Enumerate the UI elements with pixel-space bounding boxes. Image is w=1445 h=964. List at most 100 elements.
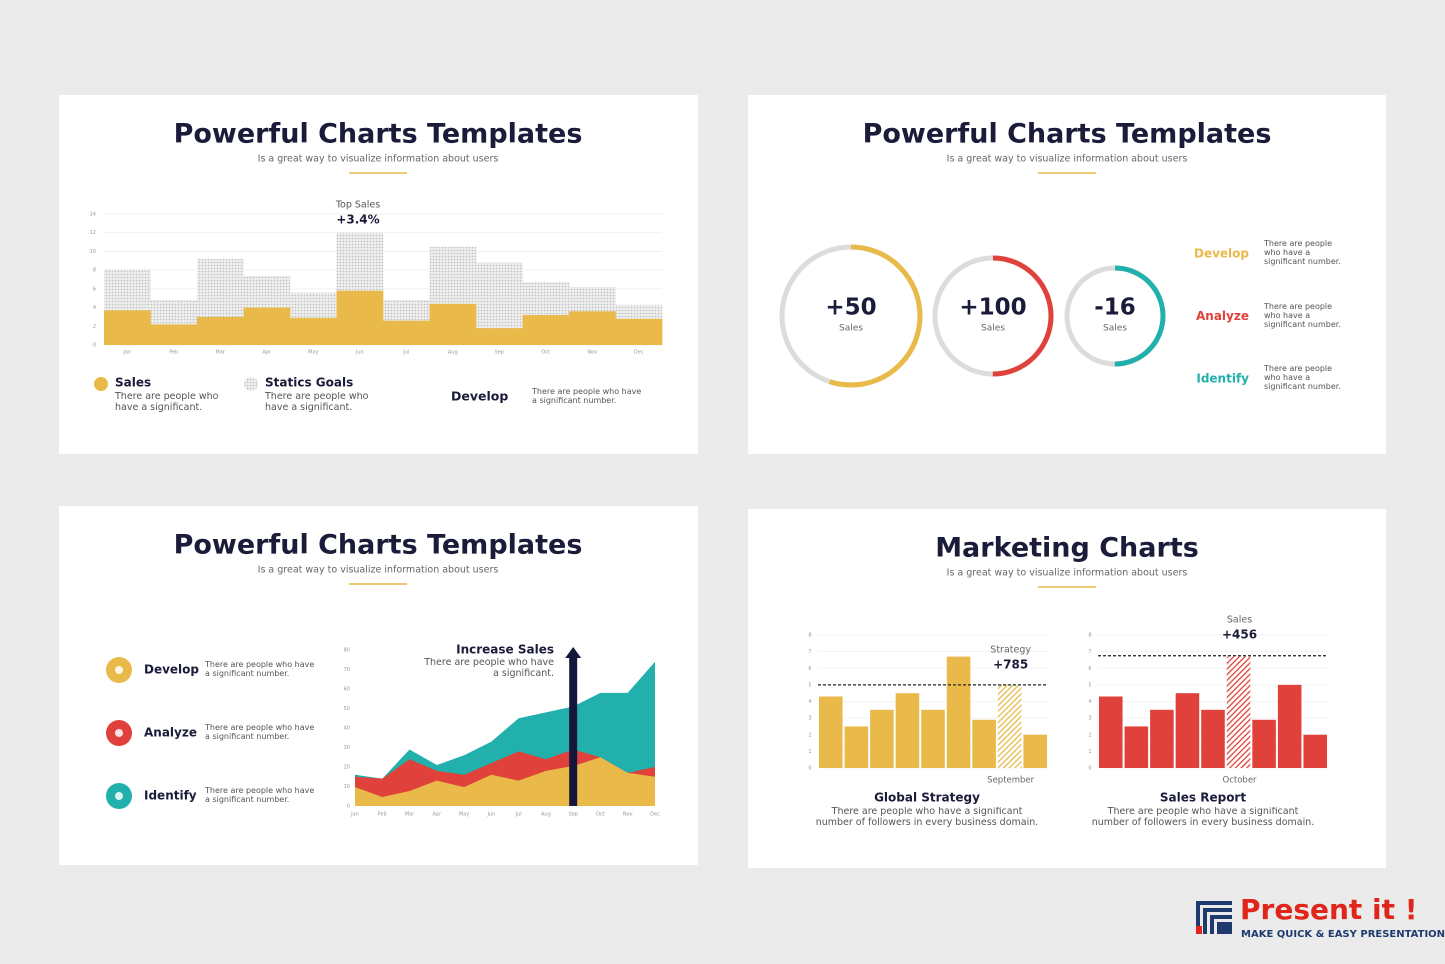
note-text-box: There are people who have a significant …: [532, 387, 642, 406]
x-tick-label: May: [308, 350, 318, 356]
brand-tagline: MAKE QUICK & EASY PRESENTATIONS: [1241, 929, 1445, 940]
chart-name: Sales Report: [1160, 791, 1246, 805]
item-text: There are people who have a significant …: [1264, 301, 1341, 329]
x-tick-label: Jan: [122, 350, 131, 356]
y-tick-label: 30: [344, 745, 350, 751]
item-text: There are people who have a significant …: [1264, 239, 1341, 267]
slide-subtitle: Is a great way to visualize information …: [258, 565, 499, 576]
item-name: Develop: [1194, 247, 1249, 261]
y-tick-label: 7: [1088, 649, 1091, 655]
legend-swatch: [94, 377, 108, 391]
slide-title: Powerful Charts Templates: [174, 119, 583, 150]
x-tick-label: Aug: [448, 350, 458, 356]
y-tick-label: 6: [808, 666, 811, 672]
slide-title: Powerful Charts Templates: [863, 119, 1272, 150]
y-tick-label: 7: [808, 649, 811, 655]
ring-arc: [1064, 265, 1166, 367]
y-tick-label: 12: [90, 230, 96, 236]
ring-sublabel: Sales: [981, 324, 1005, 334]
y-tick-label: 4: [93, 305, 96, 311]
x-tick-label: Feb: [378, 812, 387, 818]
legend-text: There are people who have a significant.: [265, 392, 369, 413]
note-text: There are people who have a significant …: [532, 387, 642, 406]
step-bar: [383, 320, 430, 345]
x-tick-label: Jul: [515, 812, 522, 818]
chart-description: There are people who have a significant …: [1091, 807, 1315, 828]
y-tick-label: 3: [808, 716, 811, 722]
step-bar: [336, 290, 384, 345]
bar: [819, 696, 843, 768]
slide-subtitle: Is a great way to visualize information …: [947, 154, 1188, 165]
step-bar: [569, 311, 616, 345]
bar: [997, 684, 1022, 768]
y-tick-label: 14: [90, 212, 96, 218]
arrow-head: [565, 647, 582, 658]
y-tick-label: 10: [90, 249, 96, 255]
bar: [946, 656, 971, 768]
bar: [972, 719, 996, 768]
legend-name: Statics Goals: [265, 376, 353, 390]
legend-text-box: There are people who have a significant.: [265, 392, 369, 413]
ring-label: +50: [825, 295, 876, 321]
legend-swatch: [244, 377, 258, 391]
x-tick-label: Apr: [262, 350, 272, 356]
x-tick-label: Nov: [623, 812, 633, 818]
step-bar: [429, 303, 477, 345]
area: [355, 757, 655, 806]
bar: [1277, 684, 1302, 768]
ring-label: +100: [959, 295, 1026, 321]
annotation-value: +3.4%: [336, 213, 379, 227]
annotation-text-box: There are people who have a significant.: [424, 658, 554, 679]
ring-arc: [932, 255, 1054, 377]
x-tick-label: Nov: [587, 350, 597, 356]
x-tick-label: May: [459, 812, 469, 818]
item-text-box: There are people who have a significant …: [1264, 364, 1341, 391]
x-tick-label: Aug: [541, 812, 551, 818]
x-tick-label: Mar: [216, 350, 226, 356]
y-tick-label: 8: [808, 633, 811, 639]
step-bar: [290, 317, 337, 345]
item-name: Analyze: [1196, 309, 1249, 323]
ring-sublabel: Sales: [1103, 324, 1127, 334]
item-name: Identify: [1196, 372, 1249, 386]
x-tick-label: Sep: [495, 350, 504, 356]
step-bar: [615, 318, 663, 345]
y-tick-label: 80: [344, 648, 350, 654]
x-tick-label: Jun: [355, 350, 364, 356]
slide-title: Powerful Charts Templates: [174, 530, 583, 561]
x-tick-label: Jan: [350, 812, 359, 818]
legend-text: There are people who have a significant …: [205, 723, 315, 742]
step-bar: [197, 316, 244, 345]
brand-name: Present it !: [1240, 893, 1418, 926]
item-text-box: There are people who have a significant …: [1264, 301, 1341, 329]
legend-text: There are people who have a significant …: [205, 660, 315, 679]
y-tick-label: 4: [808, 699, 811, 705]
step-bar: [476, 328, 523, 345]
y-tick-label: 8: [93, 268, 96, 274]
legend-icon-glyph: [115, 792, 123, 800]
y-tick-label: 0: [93, 343, 96, 349]
y-tick-label: 6: [93, 286, 96, 292]
chart-description: There are people who have a significant …: [815, 807, 1039, 828]
x-tick-label: October: [1223, 776, 1258, 786]
y-tick-label: 60: [344, 687, 350, 693]
y-tick-label: 5: [808, 682, 811, 688]
chart-description-box: There are people who have a significant …: [1091, 807, 1315, 828]
legend-text-box: There are people who have a significant …: [205, 723, 315, 742]
bar: [895, 693, 920, 768]
bar: [1201, 709, 1225, 768]
y-tick-label: 0: [347, 804, 350, 810]
bar: [1252, 719, 1276, 768]
y-tick-label: 8: [1088, 633, 1091, 639]
brand-logo: [1196, 901, 1232, 934]
note-title: Develop: [451, 389, 508, 404]
y-tick-label: 3: [1088, 716, 1091, 722]
x-tick-label: Oct: [596, 812, 605, 818]
x-tick-label: Jul: [402, 350, 409, 356]
bar: [1099, 696, 1123, 768]
bar: [870, 709, 894, 768]
legend-text-box: There are people who have a significant.: [115, 392, 219, 413]
legend-text: There are people who have a significant.: [115, 392, 219, 413]
